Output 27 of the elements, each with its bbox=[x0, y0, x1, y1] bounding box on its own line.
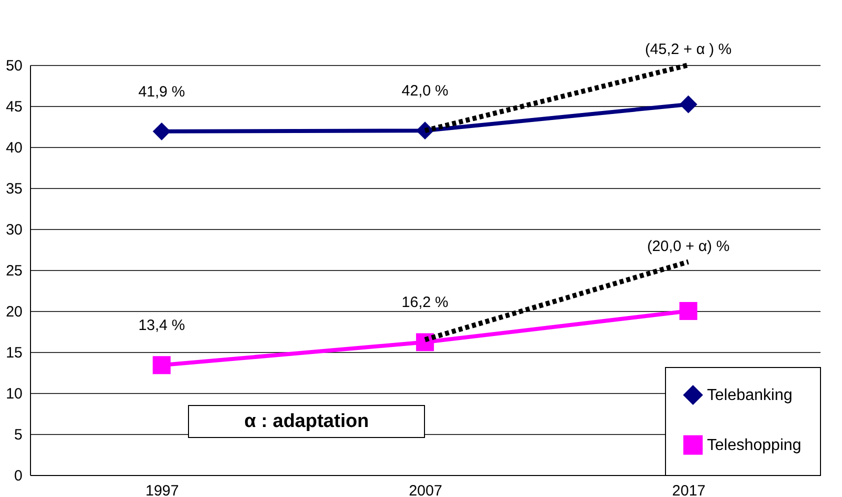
y-tick-label: 5 bbox=[14, 426, 22, 444]
x-tick-label: 2007 bbox=[408, 482, 442, 497]
point bbox=[152, 356, 171, 374]
y-tick-label: 30 bbox=[6, 222, 22, 238]
y-tick-label: 0 bbox=[14, 468, 22, 484]
legend-label: Teleshopping bbox=[707, 437, 802, 454]
y-tick-label: 45 bbox=[6, 98, 22, 116]
y-tick-label: 40 bbox=[6, 140, 22, 156]
x-tick-label: 2017 bbox=[672, 482, 706, 497]
annotation: (20,0 + α) % bbox=[647, 238, 730, 255]
point bbox=[679, 302, 698, 320]
data-label: 13,4 % bbox=[138, 317, 186, 334]
y-tick-label: 35 bbox=[6, 180, 22, 198]
point bbox=[152, 122, 171, 140]
text-box: α : adaptation bbox=[188, 405, 425, 438]
y-tick-label: 15 bbox=[6, 344, 22, 362]
point bbox=[679, 95, 698, 114]
y-tick-label: 50 bbox=[6, 58, 22, 74]
data-label: 41,9 % bbox=[138, 83, 186, 100]
y-tick-label: 25 bbox=[6, 262, 22, 280]
y-tick-label: 10 bbox=[6, 386, 22, 402]
data-label: 42,0 % bbox=[402, 82, 448, 100]
x-tick-label: 1997 bbox=[145, 482, 179, 497]
annotation: (45,2 + α ) % bbox=[645, 41, 732, 58]
data-label: 16,2 % bbox=[402, 294, 448, 312]
legend-label: Telebanking bbox=[707, 387, 792, 404]
y-tick-label: 20 bbox=[6, 304, 22, 320]
